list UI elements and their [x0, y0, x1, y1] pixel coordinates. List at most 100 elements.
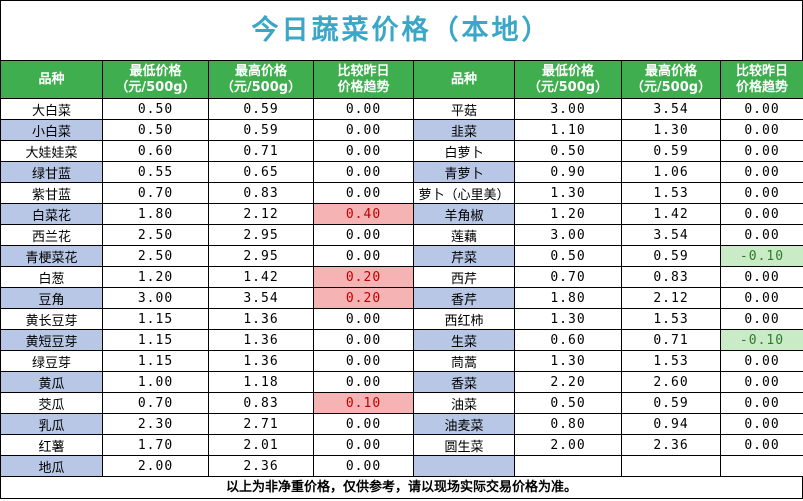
cell-name: 西兰花 [0, 224, 103, 246]
table-row: 豆角 3.00 3.54 0.20 香芹 1.80 2.12 0.00 [0, 287, 803, 309]
cell-low-price: 1.70 [102, 434, 209, 456]
table-row: 茭瓜 0.70 0.83 0.10 油菜 0.50 0.59 0.00 [0, 392, 803, 414]
cell-trend: 0.00 [720, 392, 803, 414]
header-name: 品种 [0, 60, 103, 99]
table-row: 绿豆芽 1.15 1.36 0.00 茼蒿 1.30 1.53 0.00 [0, 350, 803, 372]
cell-high-price: 2.36 [621, 434, 721, 456]
cell-high-price: 0.59 [621, 140, 721, 162]
table-row: 大白菜 0.50 0.59 0.00 平菇 3.00 3.54 0.00 [0, 98, 803, 120]
table-row: 紫甘蓝 0.70 0.83 0.00 萝卜（心里美） 1.30 1.53 0.00 [0, 182, 803, 204]
cell-high-price [621, 455, 721, 477]
table-row: 白葱 1.20 1.42 0.20 西芹 0.70 0.83 0.00 [0, 266, 803, 288]
cell-high-price: 2.71 [208, 413, 314, 435]
cell-low-price: 1.10 [514, 119, 622, 141]
footer-note: 以上为非净重价格，仅供参考，请以现场实际交易价格为准。 [0, 477, 803, 499]
cell-low-price: 0.80 [514, 413, 622, 435]
cell-high-price: 2.36 [208, 455, 314, 477]
cell-name: 黄瓜 [0, 371, 103, 393]
header-trend: 比较昨日 价格趋势 [720, 60, 803, 99]
cell-name: 豆角 [0, 287, 103, 309]
cell-trend: 0.00 [313, 434, 414, 456]
cell-high-price: 0.94 [621, 413, 721, 435]
cell-low-price: 0.50 [514, 245, 622, 267]
table-row: 白菜花 1.80 2.12 0.40 羊角椒 1.20 1.42 0.00 [0, 203, 803, 225]
cell-high-price: 0.59 [208, 98, 314, 120]
table-row: 黄瓜 1.00 1.18 0.00 香菜 2.20 2.60 0.00 [0, 371, 803, 393]
cell-high-price: 2.95 [208, 224, 314, 246]
cell-trend: 0.00 [720, 350, 803, 372]
cell-high-price: 1.36 [208, 329, 314, 351]
cell-name: 羊角椒 [413, 203, 515, 225]
cell-trend: 0.00 [720, 98, 803, 120]
cell-name: 乳瓜 [0, 413, 103, 435]
cell-low-price: 3.00 [514, 224, 622, 246]
cell-low-price: 2.20 [514, 371, 622, 393]
cell-high-price: 1.18 [208, 371, 314, 393]
cell-trend: 0.00 [313, 224, 414, 246]
header-low: 最低价格 （元/500g） [102, 60, 209, 99]
table-header-row: 品种 最低价格 （元/500g） 最高价格 （元/500g） 比较昨日 价格趋势 品种… [0, 60, 803, 99]
cell-high-price: 0.65 [208, 161, 314, 183]
cell-high-price: 1.06 [621, 161, 721, 183]
cell-high-price: 1.53 [621, 350, 721, 372]
cell-high-price: 1.36 [208, 308, 314, 330]
cell-name: 红薯 [0, 434, 103, 456]
cell-low-price: 0.50 [514, 140, 622, 162]
cell-trend: 0.00 [720, 434, 803, 456]
cell-high-price: 1.42 [208, 266, 314, 288]
cell-trend: 0.00 [720, 308, 803, 330]
cell-low-price: 0.50 [102, 98, 209, 120]
page-title: 今日蔬菜价格（本地） [0, 0, 803, 60]
cell-high-price: 0.83 [208, 392, 314, 414]
cell-trend: 0.00 [720, 266, 803, 288]
cell-trend: -0.10 [720, 329, 803, 351]
cell-name: 韭菜 [413, 119, 515, 141]
cell-high-price: 0.71 [621, 329, 721, 351]
cell-high-price: 2.95 [208, 245, 314, 267]
cell-name: 西红柿 [413, 308, 515, 330]
cell-trend: 0.00 [313, 98, 414, 120]
cell-trend: 0.00 [720, 182, 803, 204]
cell-low-price: 0.90 [514, 161, 622, 183]
cell-trend: 0.00 [313, 329, 414, 351]
cell-high-price: 2.12 [621, 287, 721, 309]
cell-name: 绿豆芽 [0, 350, 103, 372]
cell-name: 白菜花 [0, 203, 103, 225]
cell-high-price: 1.36 [208, 350, 314, 372]
header-high: 最高价格 （元/500g） [621, 60, 721, 99]
cell-low-price: 2.50 [102, 245, 209, 267]
cell-high-price: 2.60 [621, 371, 721, 393]
cell-low-price: 3.00 [102, 287, 209, 309]
cell-high-price: 2.12 [208, 203, 314, 225]
cell-name: 紫甘蓝 [0, 182, 103, 204]
cell-high-price: 3.54 [621, 224, 721, 246]
header-trend: 比较昨日 价格趋势 [313, 60, 414, 99]
cell-trend: 0.00 [313, 308, 414, 330]
table-row: 黄长豆芽 1.15 1.36 0.00 西红柿 1.30 1.53 0.00 [0, 308, 803, 330]
cell-high-price: 1.53 [621, 308, 721, 330]
cell-name: 香菜 [413, 371, 515, 393]
cell-high-price: 0.83 [621, 266, 721, 288]
cell-trend: 0.00 [313, 182, 414, 204]
cell-low-price: 1.80 [514, 287, 622, 309]
cell-low-price: 0.50 [514, 392, 622, 414]
table-row: 红薯 1.70 2.01 0.00 圆生菜 2.00 2.36 0.00 [0, 434, 803, 456]
cell-name: 油麦菜 [413, 413, 515, 435]
cell-name: 黄短豆芽 [0, 329, 103, 351]
cell-name: 萝卜（心里美） [413, 182, 515, 204]
table-row: 绿甘蓝 0.55 0.65 0.00 青萝卜 0.90 1.06 0.00 [0, 161, 803, 183]
cell-trend: 0.00 [720, 161, 803, 183]
cell-high-price: 0.59 [208, 119, 314, 141]
cell-name [413, 455, 515, 477]
cell-name: 莲藕 [413, 224, 515, 246]
cell-low-price: 0.70 [102, 392, 209, 414]
cell-low-price: 2.00 [514, 434, 622, 456]
cell-name: 茭瓜 [0, 392, 103, 414]
cell-trend: 0.20 [313, 287, 414, 309]
cell-high-price: 0.59 [621, 392, 721, 414]
table-row: 青梗菜花 2.50 2.95 0.00 芹菜 0.50 0.59 -0.10 [0, 245, 803, 267]
cell-low-price: 1.20 [514, 203, 622, 225]
table-row: 小白菜 0.50 0.59 0.00 韭菜 1.10 1.30 0.00 [0, 119, 803, 141]
cell-low-price: 1.30 [514, 350, 622, 372]
cell-low-price: 2.50 [102, 224, 209, 246]
